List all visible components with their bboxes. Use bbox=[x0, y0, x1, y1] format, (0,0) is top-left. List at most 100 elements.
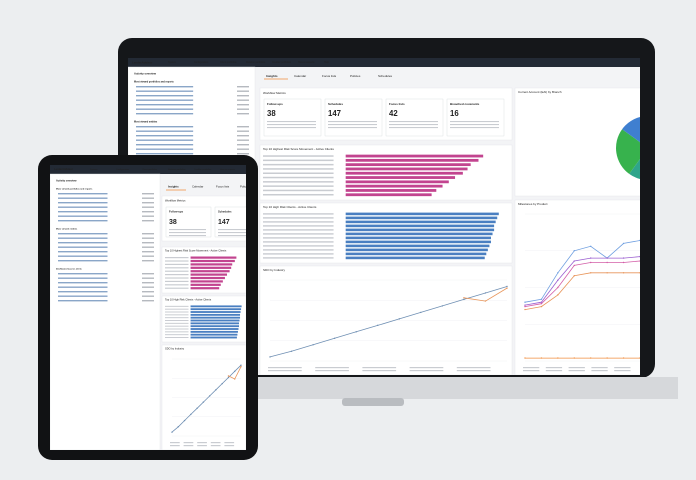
nav-item: Client portfolios bbox=[220, 61, 237, 64]
sidebar-section: Most viewed portfolios and reports bbox=[56, 188, 93, 191]
legend-placeholder bbox=[545, 367, 563, 369]
metric-row bbox=[169, 232, 206, 234]
pie-slice bbox=[622, 117, 640, 143]
sidebar-row-meta bbox=[142, 237, 154, 239]
sidebar-row bbox=[58, 197, 108, 199]
label-placeholder bbox=[165, 287, 189, 289]
sidebar-row-meta bbox=[237, 113, 249, 115]
label-placeholder bbox=[165, 284, 189, 286]
label-placeholder bbox=[263, 189, 334, 192]
brand: LenderAdvisor bbox=[132, 60, 153, 64]
nav-bar bbox=[128, 58, 640, 67]
sidebar-section: Dashboard access alerts bbox=[56, 268, 83, 271]
nav-item: How-to aspects bbox=[220, 168, 236, 171]
bar bbox=[345, 184, 443, 188]
sidebar-row bbox=[58, 211, 108, 213]
metric-row bbox=[450, 124, 499, 126]
bar bbox=[190, 270, 230, 273]
sidebar-row-meta bbox=[237, 104, 249, 106]
label-placeholder bbox=[165, 320, 189, 322]
legend-placeholder bbox=[315, 370, 349, 372]
label-placeholder bbox=[165, 260, 189, 262]
sidebar-row bbox=[136, 126, 194, 128]
label-placeholder bbox=[263, 159, 334, 162]
bar bbox=[190, 263, 233, 266]
legend-placeholder bbox=[210, 442, 221, 444]
sidebar-row-meta bbox=[142, 193, 154, 195]
bar bbox=[190, 287, 220, 290]
sidebar-row-meta bbox=[142, 202, 154, 204]
line bbox=[524, 272, 640, 310]
label-placeholder bbox=[263, 221, 334, 223]
sidebar-row bbox=[58, 215, 108, 217]
label-placeholder bbox=[165, 325, 189, 327]
label-placeholder bbox=[165, 263, 189, 266]
sidebar-row bbox=[58, 295, 108, 297]
sidebar-row-meta bbox=[142, 260, 154, 262]
sidebar-row bbox=[58, 202, 108, 204]
nav-item: Relation portfolios bbox=[246, 61, 266, 64]
legend-placeholder bbox=[614, 367, 631, 369]
sidebar-row bbox=[58, 277, 108, 279]
bar bbox=[190, 273, 228, 276]
sidebar-row-meta bbox=[142, 197, 154, 199]
tab: Focus lists bbox=[216, 185, 230, 189]
sidebar-row bbox=[58, 260, 108, 262]
bar bbox=[190, 319, 240, 322]
label-placeholder bbox=[165, 270, 189, 272]
sidebar-row bbox=[58, 206, 108, 208]
legend-placeholder bbox=[183, 442, 194, 444]
legend-placeholder bbox=[197, 442, 207, 444]
metric-label: Focus lists bbox=[389, 102, 405, 106]
sidebar-row bbox=[58, 193, 108, 195]
legend-placeholder bbox=[409, 367, 444, 369]
legend-placeholder bbox=[210, 445, 221, 447]
sidebar-row-meta bbox=[237, 139, 249, 141]
bar bbox=[190, 322, 239, 325]
tab: Calendar bbox=[294, 74, 306, 78]
bar bbox=[190, 266, 232, 269]
bar bbox=[190, 328, 239, 330]
label-placeholder bbox=[165, 277, 189, 279]
sidebar-row-meta bbox=[142, 286, 154, 288]
metric-label: Follow-ups bbox=[267, 102, 283, 106]
sidebar-row bbox=[58, 286, 108, 288]
bar bbox=[345, 244, 490, 248]
tab: Insights bbox=[266, 74, 278, 78]
chart-title: Milestones by Product bbox=[518, 202, 548, 206]
sidebar-row bbox=[136, 139, 194, 141]
label-placeholder bbox=[263, 168, 334, 170]
nav-item: How-to aspects bbox=[298, 61, 315, 64]
label-placeholder bbox=[165, 322, 189, 324]
bar bbox=[190, 280, 223, 283]
bar bbox=[345, 212, 499, 216]
label-placeholder bbox=[165, 328, 189, 330]
metric-card bbox=[263, 98, 322, 137]
chart-title: Top 10 High Risk Clients - Active Client… bbox=[165, 298, 212, 302]
pie-slice bbox=[629, 159, 640, 179]
sidebar-row bbox=[136, 86, 194, 88]
label-placeholder bbox=[165, 337, 189, 339]
pie-slice bbox=[616, 129, 640, 174]
bar bbox=[345, 220, 496, 224]
sidebar-row-meta bbox=[142, 242, 154, 244]
metric-row bbox=[328, 121, 377, 123]
bar bbox=[345, 256, 485, 260]
sidebar-row-meta bbox=[142, 273, 154, 275]
nav-item: Configuration bbox=[116, 168, 130, 171]
bar bbox=[190, 259, 235, 263]
label-placeholder bbox=[165, 305, 189, 307]
bar bbox=[190, 256, 237, 259]
sidebar-row-meta bbox=[237, 86, 249, 88]
line bbox=[463, 287, 508, 302]
bar bbox=[190, 333, 238, 336]
sidebar-row-meta bbox=[237, 108, 249, 110]
label-placeholder bbox=[263, 245, 334, 247]
sidebar-row bbox=[58, 255, 108, 257]
metric-value: 147 bbox=[218, 219, 230, 226]
bar bbox=[190, 313, 241, 316]
legend-placeholder bbox=[456, 370, 491, 372]
sidebar-row bbox=[58, 246, 108, 248]
bar bbox=[190, 308, 242, 311]
legend-placeholder bbox=[268, 370, 302, 372]
